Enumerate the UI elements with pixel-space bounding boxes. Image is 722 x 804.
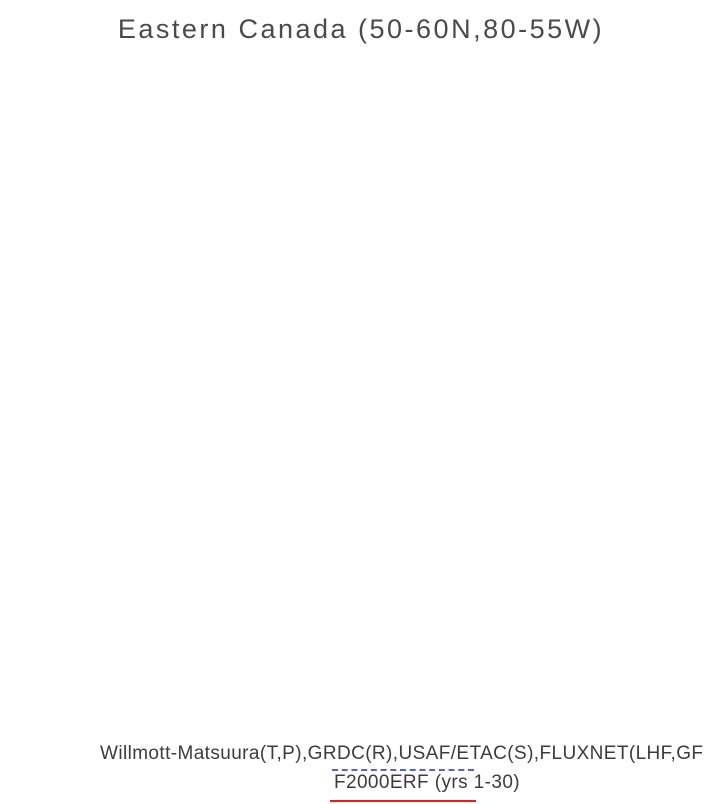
chart-slot-canopy-evaporation [100,328,365,463]
legend-obs-label: Willmott-Matsuura(T,P),GRDC(R),USAF/ETAC… [100,743,704,764]
page-title: Eastern Canada (50-60N,80-55W) [117,14,605,44]
chart-slot-ground-evaporation [342,328,607,463]
chart-slot-net-radiation [100,58,365,193]
legend-model-label: F2000ERF (yrs 1-30) [333,772,521,793]
chart-slot-ground-heat-snow-melt [100,470,365,605]
legend-obs-line-sample [332,769,474,771]
legend-model-line-sample [330,800,476,802]
chart-slot-sensible-heat [342,58,607,193]
chart-slot-latent-heat [100,190,365,325]
chart-slot-transpiration [342,190,607,325]
chart-slot-evaporative-fraction [100,607,365,742]
